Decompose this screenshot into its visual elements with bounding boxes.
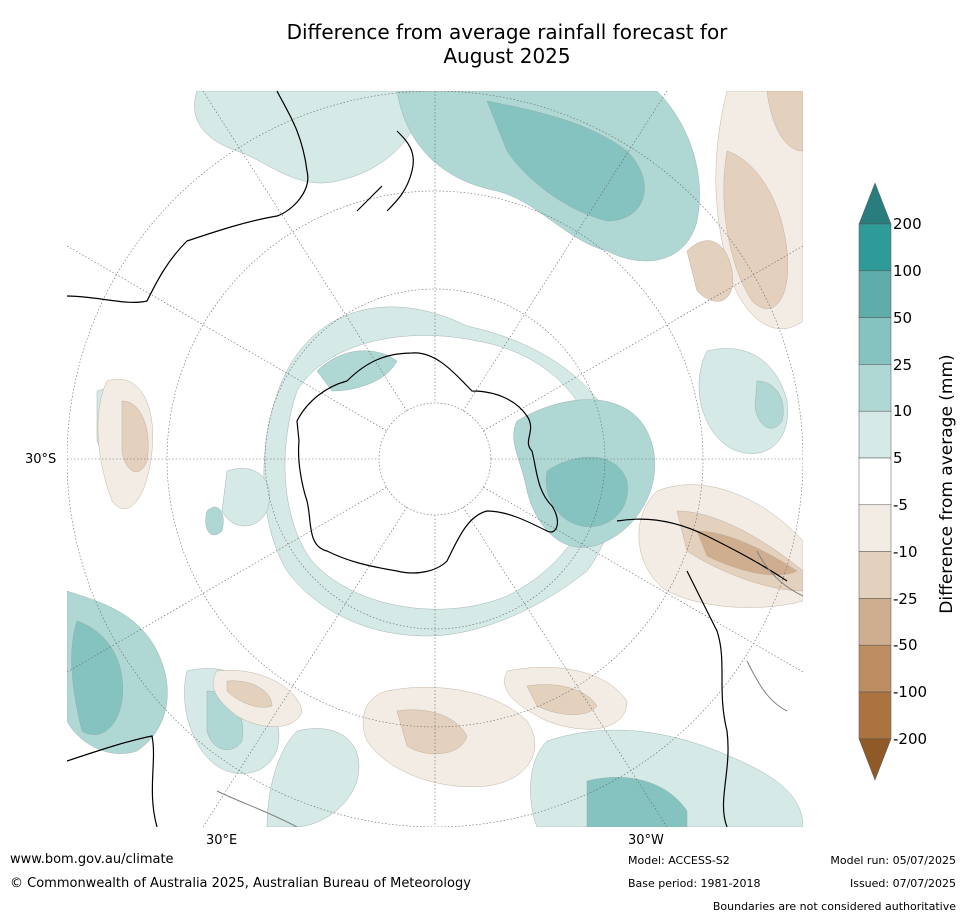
- colorbar-bin-1: [858, 223, 892, 272]
- coastlines: [67, 91, 788, 827]
- colorbar-tick-neg200: -200: [893, 730, 928, 748]
- colorbar-tick-neg100: -100: [893, 683, 928, 701]
- footer-disclaimer: Boundaries are not considered authoritat…: [712, 900, 956, 913]
- footer-model-run: Model run: 05/07/2025: [830, 854, 956, 867]
- colorbar-tick-neg50: -50: [893, 636, 918, 654]
- colorbar-cap-bottom: [858, 738, 892, 781]
- colorbar-bin-10: [858, 644, 892, 693]
- colorbar-bin-2: [858, 270, 892, 318]
- colorbar-tick-50: 50: [893, 309, 913, 327]
- lon-label-30e: 30°E: [206, 833, 238, 848]
- colorbar-tick-neg10: -10: [893, 543, 918, 561]
- lat-label-30s: 30°S: [25, 452, 57, 467]
- country-boundaries: [216, 550, 803, 827]
- title-line-1: Difference from average rainfall forecas…: [286, 20, 728, 44]
- colorbar-tick-10: 10: [893, 402, 913, 420]
- colorbar-bin-4: [858, 364, 892, 412]
- footer-url: www.bom.gov.au/climate: [10, 852, 174, 867]
- colorbar-swatches: [858, 182, 892, 781]
- footer-issued: Issued: 07/07/2025: [849, 877, 956, 890]
- africa-coast: [67, 735, 158, 827]
- colorbar-bin-6: [858, 457, 892, 506]
- antarctica-coast: [296, 352, 559, 574]
- new-zealand-coast: [356, 130, 414, 212]
- colorbar-bin-7: [858, 504, 892, 552]
- dry-anomaly-regions: [97, 91, 803, 787]
- footer-copyright: © Commonwealth of Australia 2025, Austra…: [10, 876, 471, 891]
- lon-label-30w: 30°W: [628, 833, 664, 848]
- colorbar-bin-9: [858, 598, 892, 646]
- colorbar-tick-5: 5: [893, 449, 903, 467]
- colorbar-bin-11: [858, 691, 892, 740]
- colorbar-tick-100: 100: [893, 262, 922, 280]
- colorbar: 200 100 50 25 10 5 -5 -10 -25 -50 -100 -…: [855, 180, 965, 790]
- south-america-coast: [616, 518, 788, 827]
- colorbar-tick-200: 200: [893, 215, 922, 233]
- chart-title: Difference from average rainfall forecas…: [200, 20, 814, 68]
- colorbar-tick-25: 25: [893, 356, 913, 374]
- colorbar-bin-8: [858, 551, 892, 599]
- graticule: [67, 91, 803, 827]
- colorbar-tick-neg5: -5: [893, 496, 908, 514]
- colorbar-bin-5: [858, 410, 892, 459]
- australia-coast: [67, 91, 309, 303]
- map-panel: [67, 91, 803, 827]
- anomaly-map: [67, 91, 803, 827]
- colorbar-cap-top: [858, 182, 892, 225]
- footer-base-period: Base period: 1981-2018: [628, 877, 761, 890]
- colorbar-bin-3: [858, 317, 892, 365]
- colorbar-tick-neg25: -25: [893, 590, 918, 608]
- colorbar-title-text: Difference from average (mm): [937, 354, 957, 614]
- footer-model: Model: ACCESS-S2: [628, 854, 730, 867]
- title-line-2: August 2025: [443, 44, 571, 68]
